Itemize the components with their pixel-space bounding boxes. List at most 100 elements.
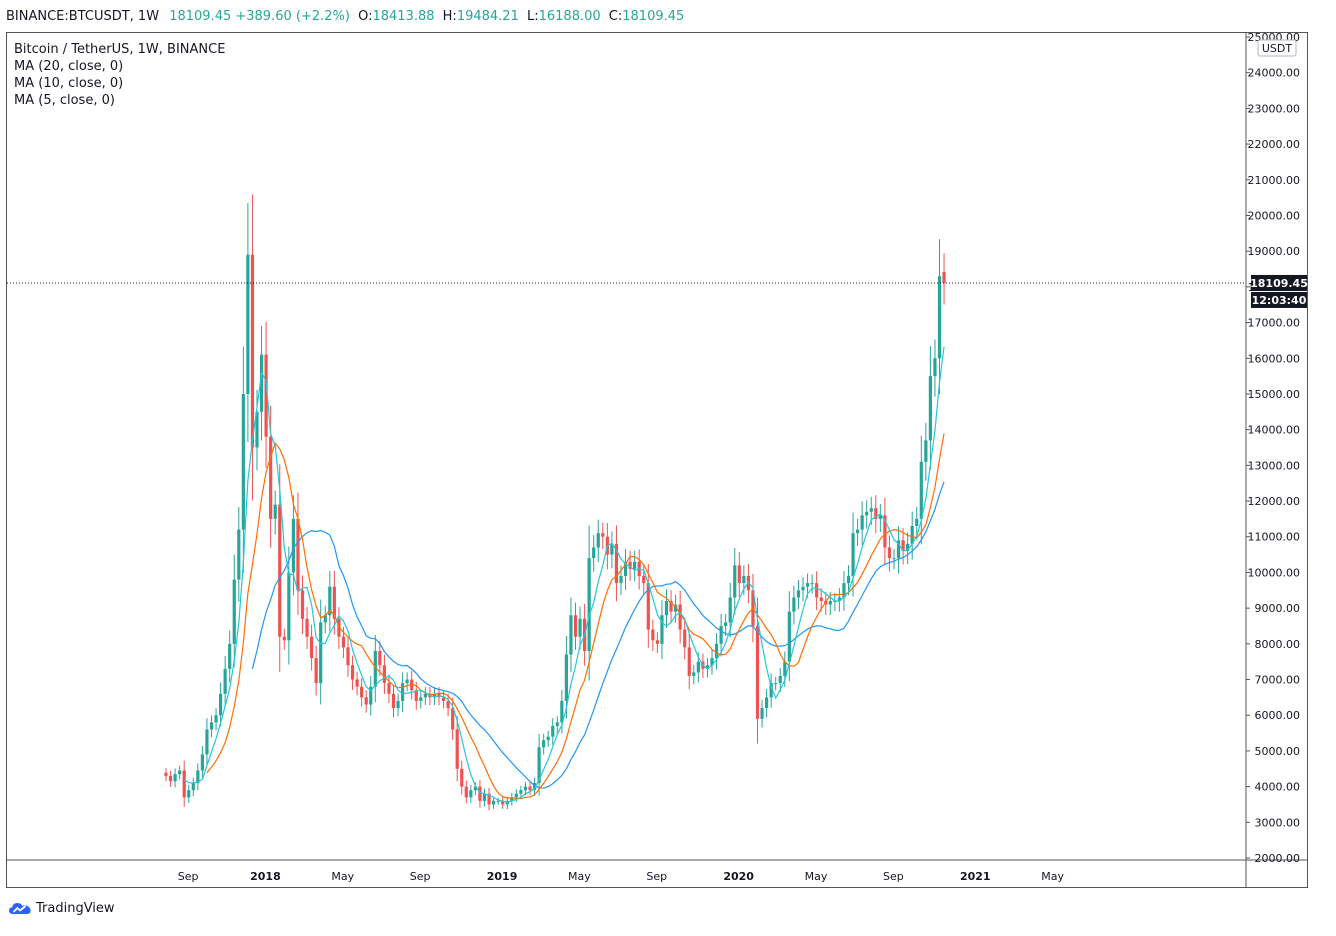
candle[interactable]	[168, 770, 173, 787]
candle[interactable]	[373, 635, 377, 703]
candle[interactable]	[774, 676, 778, 691]
candle[interactable]	[423, 687, 427, 706]
candle[interactable]	[346, 636, 350, 677]
candle[interactable]	[401, 672, 405, 712]
candle[interactable]	[792, 585, 796, 625]
candle[interactable]	[614, 525, 619, 602]
ma10-line[interactable]	[206, 433, 945, 800]
candle[interactable]	[678, 590, 682, 644]
candle[interactable]	[578, 606, 582, 650]
candle[interactable]	[651, 619, 655, 652]
candle[interactable]	[569, 597, 573, 672]
candle[interactable]	[364, 689, 368, 713]
candle[interactable]	[323, 605, 327, 634]
candle[interactable]	[573, 602, 578, 650]
candle[interactable]	[291, 495, 295, 596]
candle[interactable]	[892, 548, 896, 570]
candle[interactable]	[705, 657, 710, 678]
candle[interactable]	[178, 765, 182, 780]
candle[interactable]	[332, 570, 336, 635]
candle[interactable]	[223, 656, 227, 707]
tradingview-brand[interactable]: TradingView	[8, 898, 115, 918]
candle[interactable]	[901, 528, 905, 565]
candle[interactable]	[250, 194, 255, 501]
candle[interactable]	[391, 684, 396, 718]
candle[interactable]	[519, 785, 523, 799]
candle[interactable]	[601, 522, 605, 550]
candle[interactable]	[769, 673, 773, 708]
candle[interactable]	[405, 672, 409, 692]
candle[interactable]	[187, 784, 191, 803]
candle[interactable]	[874, 495, 878, 534]
candle[interactable]	[264, 321, 268, 468]
candle[interactable]	[451, 697, 455, 740]
candle[interactable]	[523, 782, 528, 796]
candle[interactable]	[683, 618, 687, 660]
candle[interactable]	[760, 699, 764, 728]
candle[interactable]	[674, 594, 678, 623]
last-price-tag[interactable]: 18109.45	[1250, 274, 1308, 291]
currency-badge[interactable]: USDT	[1257, 39, 1297, 57]
candle[interactable]	[350, 655, 355, 690]
candle[interactable]	[532, 777, 537, 796]
candle[interactable]	[455, 715, 459, 782]
candle[interactable]	[924, 422, 928, 481]
candle[interactable]	[287, 546, 291, 665]
candle[interactable]	[232, 554, 236, 668]
symbol-label[interactable]: BINANCE:BTCUSDT, 1W	[6, 9, 160, 24]
candle[interactable]	[419, 690, 423, 709]
candle[interactable]	[842, 570, 846, 611]
candle[interactable]	[610, 531, 614, 569]
candle[interactable]	[360, 678, 364, 707]
candle[interactable]	[314, 645, 318, 696]
candle[interactable]	[587, 525, 591, 681]
candle[interactable]	[246, 203, 250, 443]
candle[interactable]	[937, 239, 942, 395]
candle[interactable]	[369, 676, 373, 716]
candle[interactable]	[305, 607, 309, 650]
candle[interactable]	[919, 435, 923, 545]
legend-ma5[interactable]: MA (5, close, 0)	[14, 93, 115, 108]
candle[interactable]	[542, 733, 546, 755]
candle[interactable]	[237, 507, 241, 602]
candle[interactable]	[860, 501, 864, 545]
candle[interactable]	[196, 763, 200, 791]
candle[interactable]	[928, 346, 932, 470]
candle[interactable]	[942, 253, 946, 305]
ma5-line[interactable]	[183, 346, 945, 803]
candle[interactable]	[633, 550, 637, 582]
candle[interactable]	[182, 760, 186, 807]
candle[interactable]	[273, 490, 277, 535]
candle[interactable]	[382, 654, 386, 695]
candle[interactable]	[646, 564, 650, 648]
candle[interactable]	[810, 574, 814, 594]
candle[interactable]	[660, 600, 664, 659]
legend-ma20[interactable]: MA (20, close, 0)	[14, 59, 124, 74]
candle[interactable]	[537, 733, 541, 796]
candle[interactable]	[887, 535, 892, 572]
candle[interactable]	[883, 497, 887, 566]
candle[interactable]	[837, 588, 841, 612]
candle[interactable]	[300, 575, 305, 634]
legend-ma10[interactable]: MA (10, close, 0)	[14, 76, 124, 91]
candle[interactable]	[710, 649, 714, 675]
candle[interactable]	[414, 681, 418, 710]
candle[interactable]	[214, 708, 218, 731]
candle[interactable]	[765, 688, 769, 718]
candle[interactable]	[469, 784, 473, 803]
candle[interactable]	[724, 613, 728, 636]
candle[interactable]	[296, 492, 300, 615]
candle[interactable]	[282, 628, 286, 650]
candle[interactable]	[596, 519, 600, 563]
candle[interactable]	[555, 716, 559, 733]
candle[interactable]	[551, 718, 555, 745]
candle[interactable]	[410, 670, 414, 700]
candle[interactable]	[164, 768, 168, 782]
candle[interactable]	[310, 624, 314, 671]
candle[interactable]	[228, 630, 232, 683]
ma20-line[interactable]	[251, 481, 945, 789]
candle[interactable]	[692, 665, 696, 685]
candle[interactable]	[801, 577, 805, 602]
candle[interactable]	[623, 548, 628, 590]
